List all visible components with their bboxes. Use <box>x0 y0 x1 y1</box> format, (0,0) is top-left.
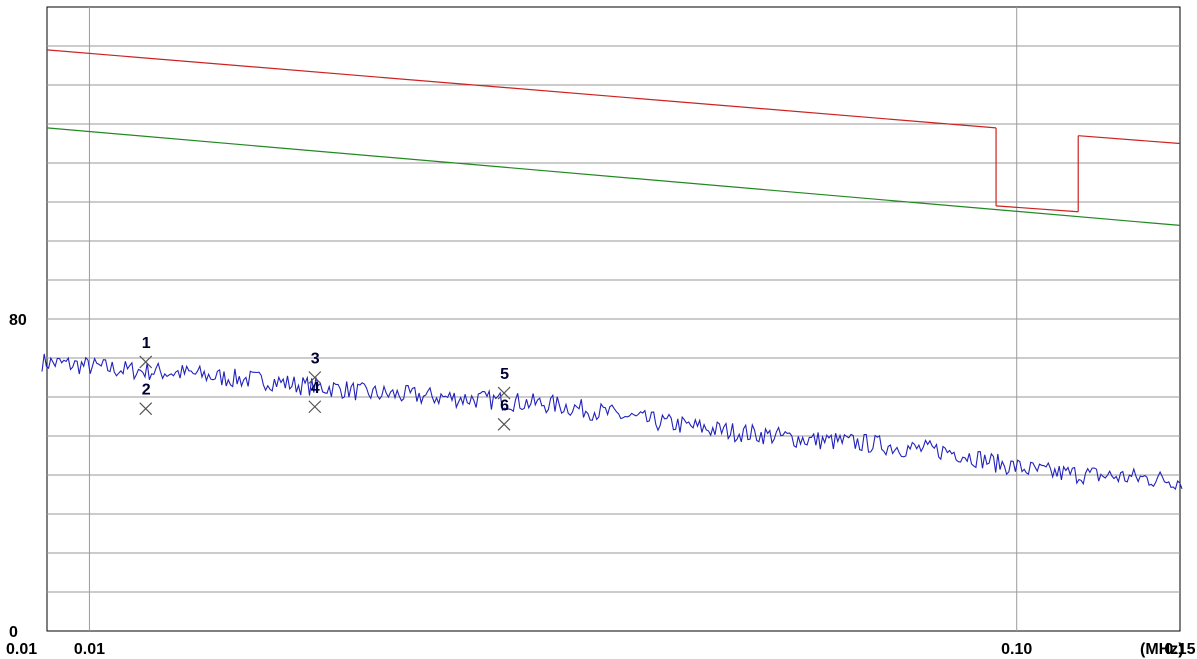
x-tick-label: 0.01 <box>74 641 105 658</box>
marker-4-label: 4 <box>311 380 320 397</box>
x-tick-label: 0.01 <box>6 641 37 658</box>
marker-2-cross <box>139 402 153 416</box>
y-tick-label: 80 <box>9 312 27 329</box>
marker-3-label: 3 <box>311 351 320 368</box>
marker-3-cross <box>308 371 322 384</box>
measurement-trace <box>41 353 1183 491</box>
series-group <box>41 49 1183 491</box>
grid <box>46 6 1181 632</box>
limit-line-segment <box>996 205 1079 213</box>
marker-group: 1 2 3 4 5 6 <box>139 335 511 431</box>
marker-5-label: 5 <box>500 366 509 383</box>
limit-line-segment <box>46 49 997 129</box>
marker-5-cross <box>497 386 511 400</box>
marker-6-label: 6 <box>500 397 509 414</box>
x-tick-label: 0.10 <box>1001 641 1032 658</box>
y-tick-label: 0 <box>9 624 18 641</box>
x-unit-label: (MHz) <box>1140 641 1184 658</box>
marker-2-label: 2 <box>142 382 151 399</box>
x-tick-label: 0.15 <box>1164 641 1195 658</box>
limit-line-segment <box>46 127 1181 226</box>
limit-line-segment <box>1078 135 1181 145</box>
marker-1-label: 1 <box>142 335 151 352</box>
marker-4-cross <box>308 400 322 414</box>
marker-1-cross <box>139 355 153 369</box>
marker-6-cross <box>497 417 511 431</box>
